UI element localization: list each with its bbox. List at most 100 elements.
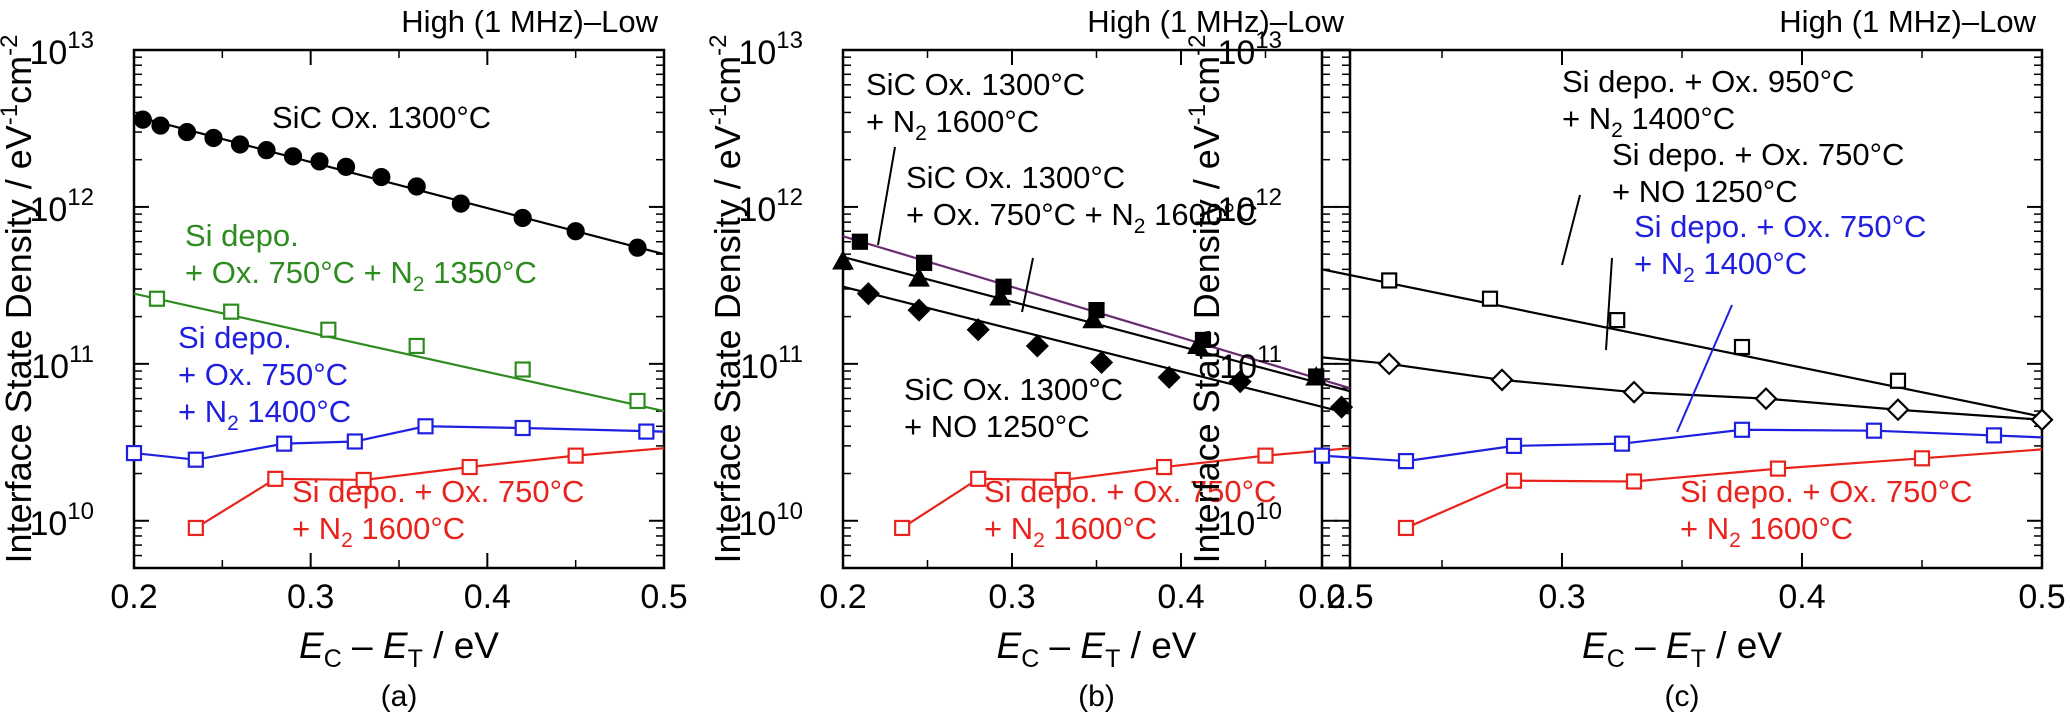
x-tick-label: 0.3	[287, 578, 334, 616]
y-tick-label: 1010	[1217, 498, 1282, 543]
data-point	[223, 303, 240, 320]
data-point	[1733, 338, 1751, 356]
panel-c: 1010 1011 1012 1013 0.2 0.3 0.4 0.5 High (1 MHz)…	[1184, 4, 2066, 713]
y-tick-label: 1013	[738, 27, 803, 72]
y-axis-label: Interface State Density / eV-1cm-2	[0, 35, 39, 564]
series-label: + N2 1400°C	[1634, 246, 1807, 287]
series-0: SiC Ox. 1300°C	[133, 100, 664, 257]
data-point	[125, 444, 143, 462]
data-point	[908, 267, 930, 287]
y-axis-label: Interface State Density / eV-1cm-2	[1184, 35, 1227, 564]
data-point	[1490, 368, 1514, 392]
data-point	[1733, 421, 1751, 438]
x-tick-label: 0.2	[1298, 578, 1345, 616]
label-leader	[1561, 194, 1581, 266]
data-point	[267, 470, 284, 487]
label-leader	[877, 146, 896, 246]
data-point	[1025, 334, 1049, 358]
data-point	[1305, 366, 1328, 386]
panel-title: High (1 MHz)–Low	[1087, 4, 1344, 39]
panel-title: High (1 MHz)–Low	[1779, 4, 2036, 39]
label-leader	[1605, 257, 1613, 351]
data-point	[1397, 452, 1415, 470]
series-label: Si depo. + Ox. 750°C	[984, 474, 1276, 509]
x-tick-label: 0.4	[1157, 578, 1204, 616]
data-point	[1257, 447, 1274, 464]
data-point	[851, 233, 869, 250]
y-tick-label: 1011	[740, 341, 803, 386]
data-point	[320, 321, 337, 338]
series-label: Si depo. + Ox. 750°C	[1612, 137, 1904, 172]
series-label: Si depo. + Ox. 750°C	[1680, 474, 1972, 509]
panel-label: (a)	[381, 680, 418, 713]
data-point	[514, 361, 531, 378]
data-point	[148, 290, 166, 307]
data-point	[856, 282, 880, 306]
panel-label: (b)	[1078, 680, 1115, 713]
data-point	[907, 298, 931, 322]
x-tick-label: 0.4	[1778, 578, 1825, 616]
data-point	[1381, 272, 1398, 289]
data-point	[1913, 450, 1931, 467]
x-tick-label: 0.3	[1538, 578, 1585, 616]
series-label: + N2 1600°C	[866, 104, 1039, 145]
data-point	[989, 286, 1012, 306]
series-label: + N2 1600°C	[984, 511, 1157, 552]
data-point	[1090, 350, 1114, 375]
data-point	[1865, 422, 1883, 439]
x-tick-label: 0.2	[819, 578, 866, 616]
series-label: SiC Ox. 1300°C	[906, 160, 1125, 195]
series-label: Si depo. + Ox. 750°C	[1634, 209, 1926, 244]
data-point	[1481, 290, 1499, 307]
series-label: Si depo. + Ox. 750°C	[292, 474, 584, 509]
panel-label: (c)	[1665, 680, 1700, 713]
x-tick-label: 0.5	[1326, 578, 1373, 616]
series-3: Si depo. + Ox. 750°C+ N2 1600°C	[894, 447, 1350, 552]
label-leader	[1676, 304, 1733, 433]
series-label: Si depo.	[178, 320, 292, 355]
y-tick-label: 1012	[738, 184, 803, 229]
series-label: + NO 1250°C	[904, 409, 1090, 444]
x-tick-label: 0.2	[110, 578, 157, 616]
data-point	[2030, 408, 2054, 432]
data-point	[1505, 472, 1523, 489]
y-tick-label: 1010	[29, 498, 94, 543]
data-point	[1155, 458, 1173, 476]
x-axis-label: EC – ET / eV	[997, 625, 1197, 673]
series-label: + N2 1600°C	[292, 511, 465, 552]
x-axis-label: EC – ET / eV	[1582, 625, 1782, 673]
data-point	[1889, 372, 1907, 389]
data-point	[187, 451, 204, 468]
y-tick-label: 1012	[1217, 184, 1282, 229]
data-point	[204, 128, 223, 148]
data-point	[336, 157, 356, 176]
data-point	[230, 135, 250, 154]
series-3: Si depo. + Ox. 750°C+ N2 1600°C	[187, 447, 664, 552]
data-point	[1985, 427, 2003, 444]
data-point	[513, 208, 532, 228]
data-point	[257, 141, 276, 160]
panel-title: High (1 MHz)–Low	[401, 4, 658, 39]
series-2: Si depo.+ Ox. 750°C+ N2 1400°C	[125, 320, 664, 468]
data-point	[638, 423, 655, 440]
x-tick-label: 0.5	[640, 578, 687, 616]
panel-a: 1010 1011 1012 1013 0.2 0.3 0.4 0.5 High (1 MHz)…	[0, 4, 688, 713]
data-point	[1082, 308, 1105, 329]
data-point	[1054, 471, 1071, 489]
series-1: Si depo. + Ox. 750°C+ NO 1250°C	[1322, 137, 2054, 432]
data-point	[276, 435, 293, 452]
data-point	[1613, 435, 1631, 452]
data-point	[310, 152, 329, 171]
data-point	[408, 337, 425, 355]
series-3: Si depo. + Ox. 750°C+ N2 1600°C	[1397, 448, 2042, 552]
y-tick-label: 1013	[1217, 27, 1282, 72]
series-label: + NO 1250°C	[1612, 174, 1798, 209]
data-point	[346, 433, 363, 450]
data-point	[151, 116, 170, 135]
data-point	[628, 238, 647, 257]
y-tick-label: 1010	[738, 498, 803, 543]
data-point	[177, 122, 197, 142]
x-tick-label: 0.5	[2018, 578, 2065, 616]
data-point	[372, 167, 391, 187]
